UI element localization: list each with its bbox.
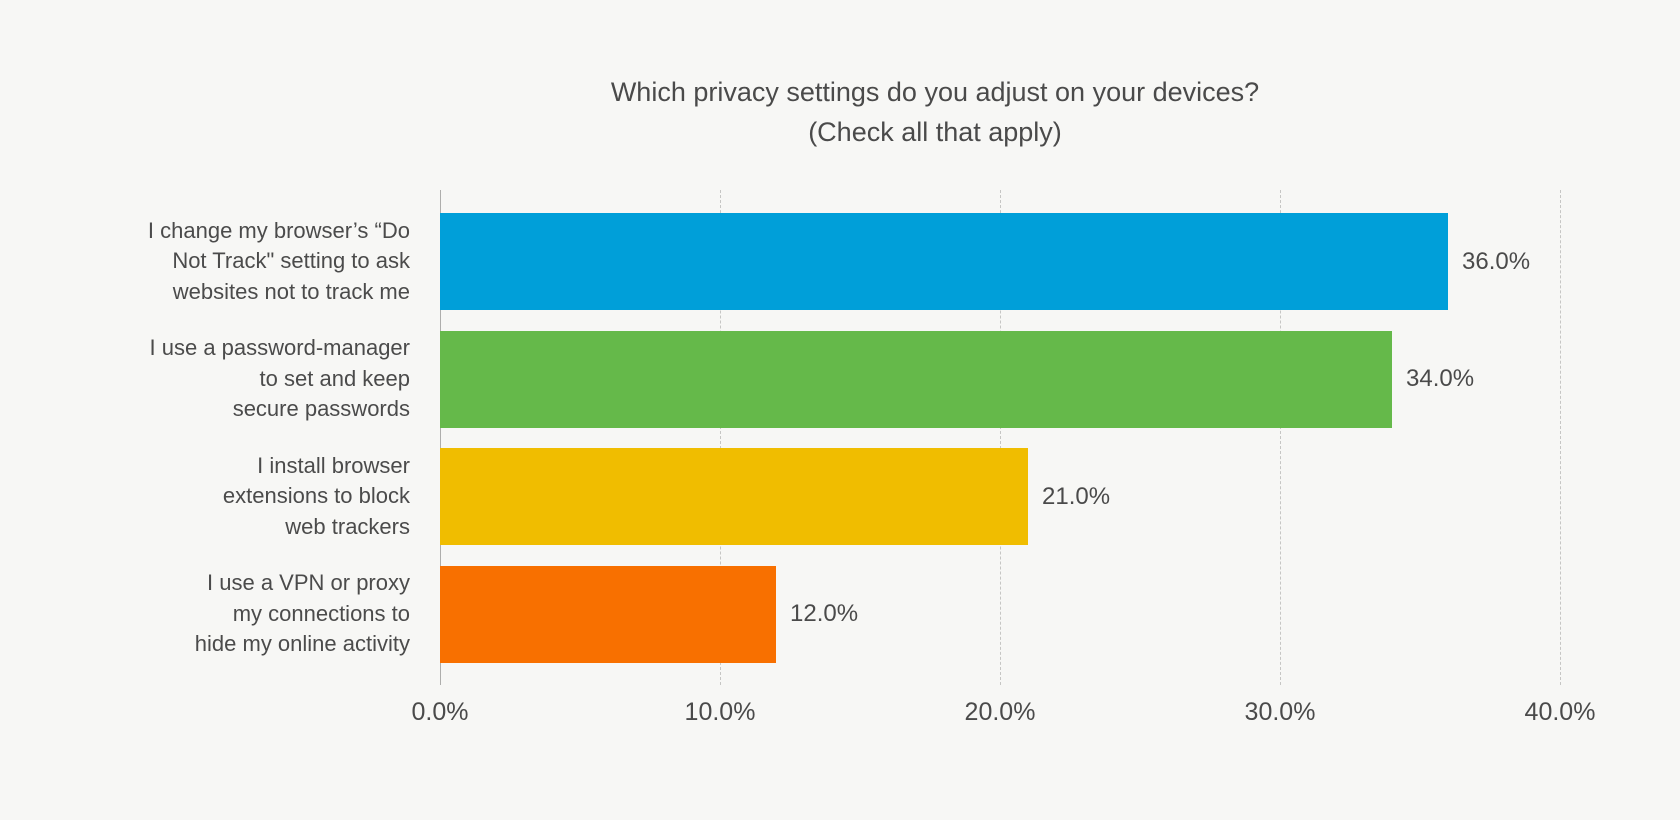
value-label-do-not-track: 36.0% — [1462, 247, 1531, 275]
gridline-40pct — [1560, 190, 1561, 685]
value-label-browser-extensions: 21.0% — [1042, 482, 1111, 510]
x-tick-40pct: 40.0% — [1524, 698, 1596, 726]
bar-row-browser-extensions: 21.0% — [440, 448, 1560, 545]
gridline-10pct — [720, 190, 721, 685]
bar-browser-extensions — [440, 448, 1028, 545]
bar-do-not-track — [440, 213, 1448, 310]
value-label-vpn-proxy: 12.0% — [790, 600, 859, 627]
axis-zero-line — [440, 190, 441, 685]
category-axis-labels: I change my browser’s “Do Not Track" set… — [0, 213, 425, 663]
chart-title: Which privacy settings do you adjust on … — [610, 77, 1260, 147]
category-label-password-manager: I use a password-manager to set and keep… — [149, 335, 410, 422]
x-tick-20pct: 20.0% — [964, 698, 1036, 726]
x-axis: 0.0% 10.0% 20.0% 30.0% 40.0% — [412, 698, 1596, 738]
gridline-20pct — [1000, 190, 1001, 685]
x-tick-10pct: 10.0% — [684, 698, 756, 726]
bar-password-manager — [440, 330, 1392, 428]
category-label-browser-extensions: I install browser extensions to block we… — [222, 452, 410, 539]
bar-row-password-manager: 34.0% — [440, 330, 1560, 428]
category-label-do-not-track: I change my browser’s “Do Not Track" set… — [147, 217, 410, 304]
bar-row-do-not-track: 36.0% — [440, 213, 1560, 310]
category-label-vpn-proxy: I use a VPN or proxy my connections to h… — [194, 570, 410, 657]
x-tick-0pct: 0.0% — [411, 698, 469, 726]
plot-area: 36.0% 34.0% 21.0% 12.0% — [440, 190, 1561, 685]
bar-vpn-proxy — [440, 565, 776, 663]
value-label-password-manager: 34.0% — [1406, 365, 1475, 392]
bar-row-vpn-proxy: 12.0% — [440, 565, 1560, 663]
gridline-30pct — [1280, 190, 1281, 685]
bars-group: 36.0% 34.0% 21.0% 12.0% — [440, 213, 1560, 663]
x-tick-30pct: 30.0% — [1244, 698, 1316, 726]
